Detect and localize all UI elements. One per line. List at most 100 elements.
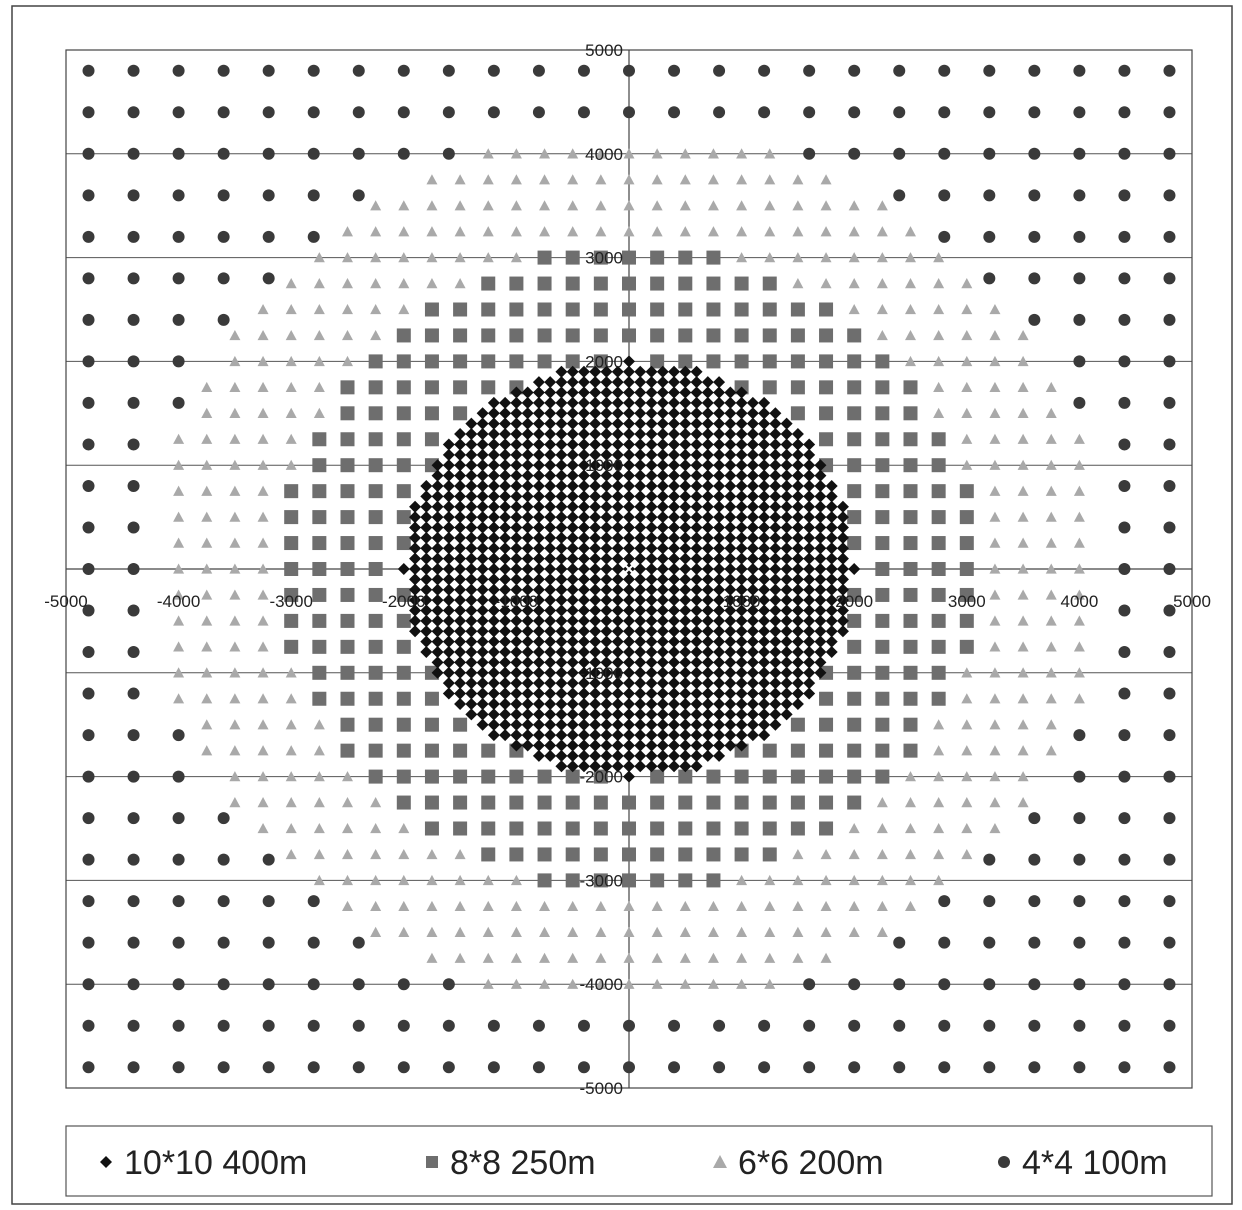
point-diamond: [420, 542, 433, 555]
point-diamond: [409, 604, 422, 617]
point-triangle: [1045, 667, 1057, 678]
point-diamond: [791, 573, 804, 586]
point-diamond: [668, 479, 681, 492]
point-diamond: [555, 521, 568, 534]
plot-border: [65, 49, 1193, 1089]
point-diamond: [634, 635, 647, 648]
point-diamond: [668, 365, 681, 378]
point-diamond: [600, 573, 613, 586]
point-triangle: [933, 407, 945, 418]
point-diamond: [724, 438, 737, 451]
point-diamond: [713, 563, 726, 575]
point-diamond: [758, 635, 771, 648]
point-triangle: [848, 848, 860, 860]
point-square: [875, 562, 890, 576]
point-triangle: [1017, 407, 1029, 418]
point-diamond: [600, 625, 613, 638]
point-diamond: [758, 708, 771, 721]
point-diamond: [746, 646, 759, 659]
point-circle: [1073, 64, 1086, 77]
point-diamond: [690, 396, 703, 409]
point-diamond: [701, 656, 714, 669]
point-diamond: [544, 677, 557, 690]
point-diamond: [499, 583, 512, 596]
point-diamond: [668, 531, 681, 544]
point-diamond: [555, 376, 568, 389]
point-diamond: [544, 511, 557, 524]
point-circle: [983, 1019, 996, 1032]
point-diamond: [690, 614, 703, 627]
point-diamond: [454, 583, 467, 596]
point-circle: [983, 1061, 996, 1074]
point-triangle: [510, 978, 522, 989]
point-diamond: [577, 583, 590, 596]
point-triangle: [201, 485, 213, 496]
point-triangle: [257, 745, 269, 756]
point-square: [340, 458, 355, 473]
point-circle: [352, 147, 365, 160]
point-diamond: [431, 625, 444, 638]
point-square: [903, 406, 918, 421]
point-triangle: [173, 537, 185, 548]
point-diamond: [758, 697, 771, 710]
point-square: [481, 354, 496, 369]
point-circle: [983, 272, 996, 285]
point-diamond: [532, 448, 545, 461]
point-diamond: [656, 718, 669, 731]
point-diamond: [668, 500, 681, 513]
point-triangle: [257, 615, 269, 626]
point-triangle: [398, 304, 410, 315]
point-diamond: [487, 552, 500, 565]
point-diamond: [690, 511, 703, 524]
point-diamond: [724, 729, 737, 742]
point-square: [762, 795, 777, 810]
point-diamond: [623, 770, 635, 783]
point-diamond: [544, 386, 557, 399]
point-diamond: [577, 760, 590, 773]
point-diamond: [555, 635, 568, 648]
point-circle: [442, 978, 455, 991]
point-diamond: [566, 739, 579, 752]
point-diamond: [634, 469, 647, 482]
point-diamond: [713, 687, 726, 700]
point-circle: [262, 272, 275, 285]
point-diamond: [724, 521, 737, 534]
point-triangle: [1073, 537, 1085, 548]
point-diamond: [758, 511, 771, 524]
point-diamond: [510, 417, 523, 430]
point-diamond: [420, 563, 433, 575]
point-diamond: [544, 739, 557, 752]
point-diamond: [735, 521, 748, 534]
point-circle: [127, 272, 140, 285]
point-diamond: [724, 697, 737, 710]
point-circle: [127, 1061, 140, 1074]
point-diamond: [803, 656, 816, 669]
point-diamond: [442, 438, 455, 451]
point-diamond: [713, 500, 726, 513]
point-diamond: [668, 760, 681, 773]
point-triangle: [313, 407, 325, 418]
point-diamond: [521, 386, 534, 399]
point-diamond: [465, 563, 478, 575]
point-diamond: [746, 697, 759, 710]
point-diamond: [679, 376, 692, 389]
point-diamond: [758, 407, 771, 420]
point-diamond: [735, 614, 748, 627]
point-diamond: [476, 697, 489, 710]
point-diamond: [465, 469, 478, 482]
point-diamond: [600, 521, 613, 534]
point-diamond: [735, 594, 748, 607]
point-diamond: [454, 594, 467, 607]
point-diamond: [803, 531, 816, 544]
point-diamond: [532, 552, 545, 565]
point-triangle: [257, 719, 269, 730]
point-diamond: [442, 677, 455, 690]
point-diamond: [690, 531, 703, 544]
point-square: [931, 536, 946, 551]
point-triangle: [257, 459, 269, 470]
point-diamond: [532, 625, 545, 638]
point-diamond: [803, 448, 816, 461]
point-diamond: [690, 448, 703, 461]
point-diamond: [735, 407, 748, 420]
point-triangle: [201, 641, 213, 652]
